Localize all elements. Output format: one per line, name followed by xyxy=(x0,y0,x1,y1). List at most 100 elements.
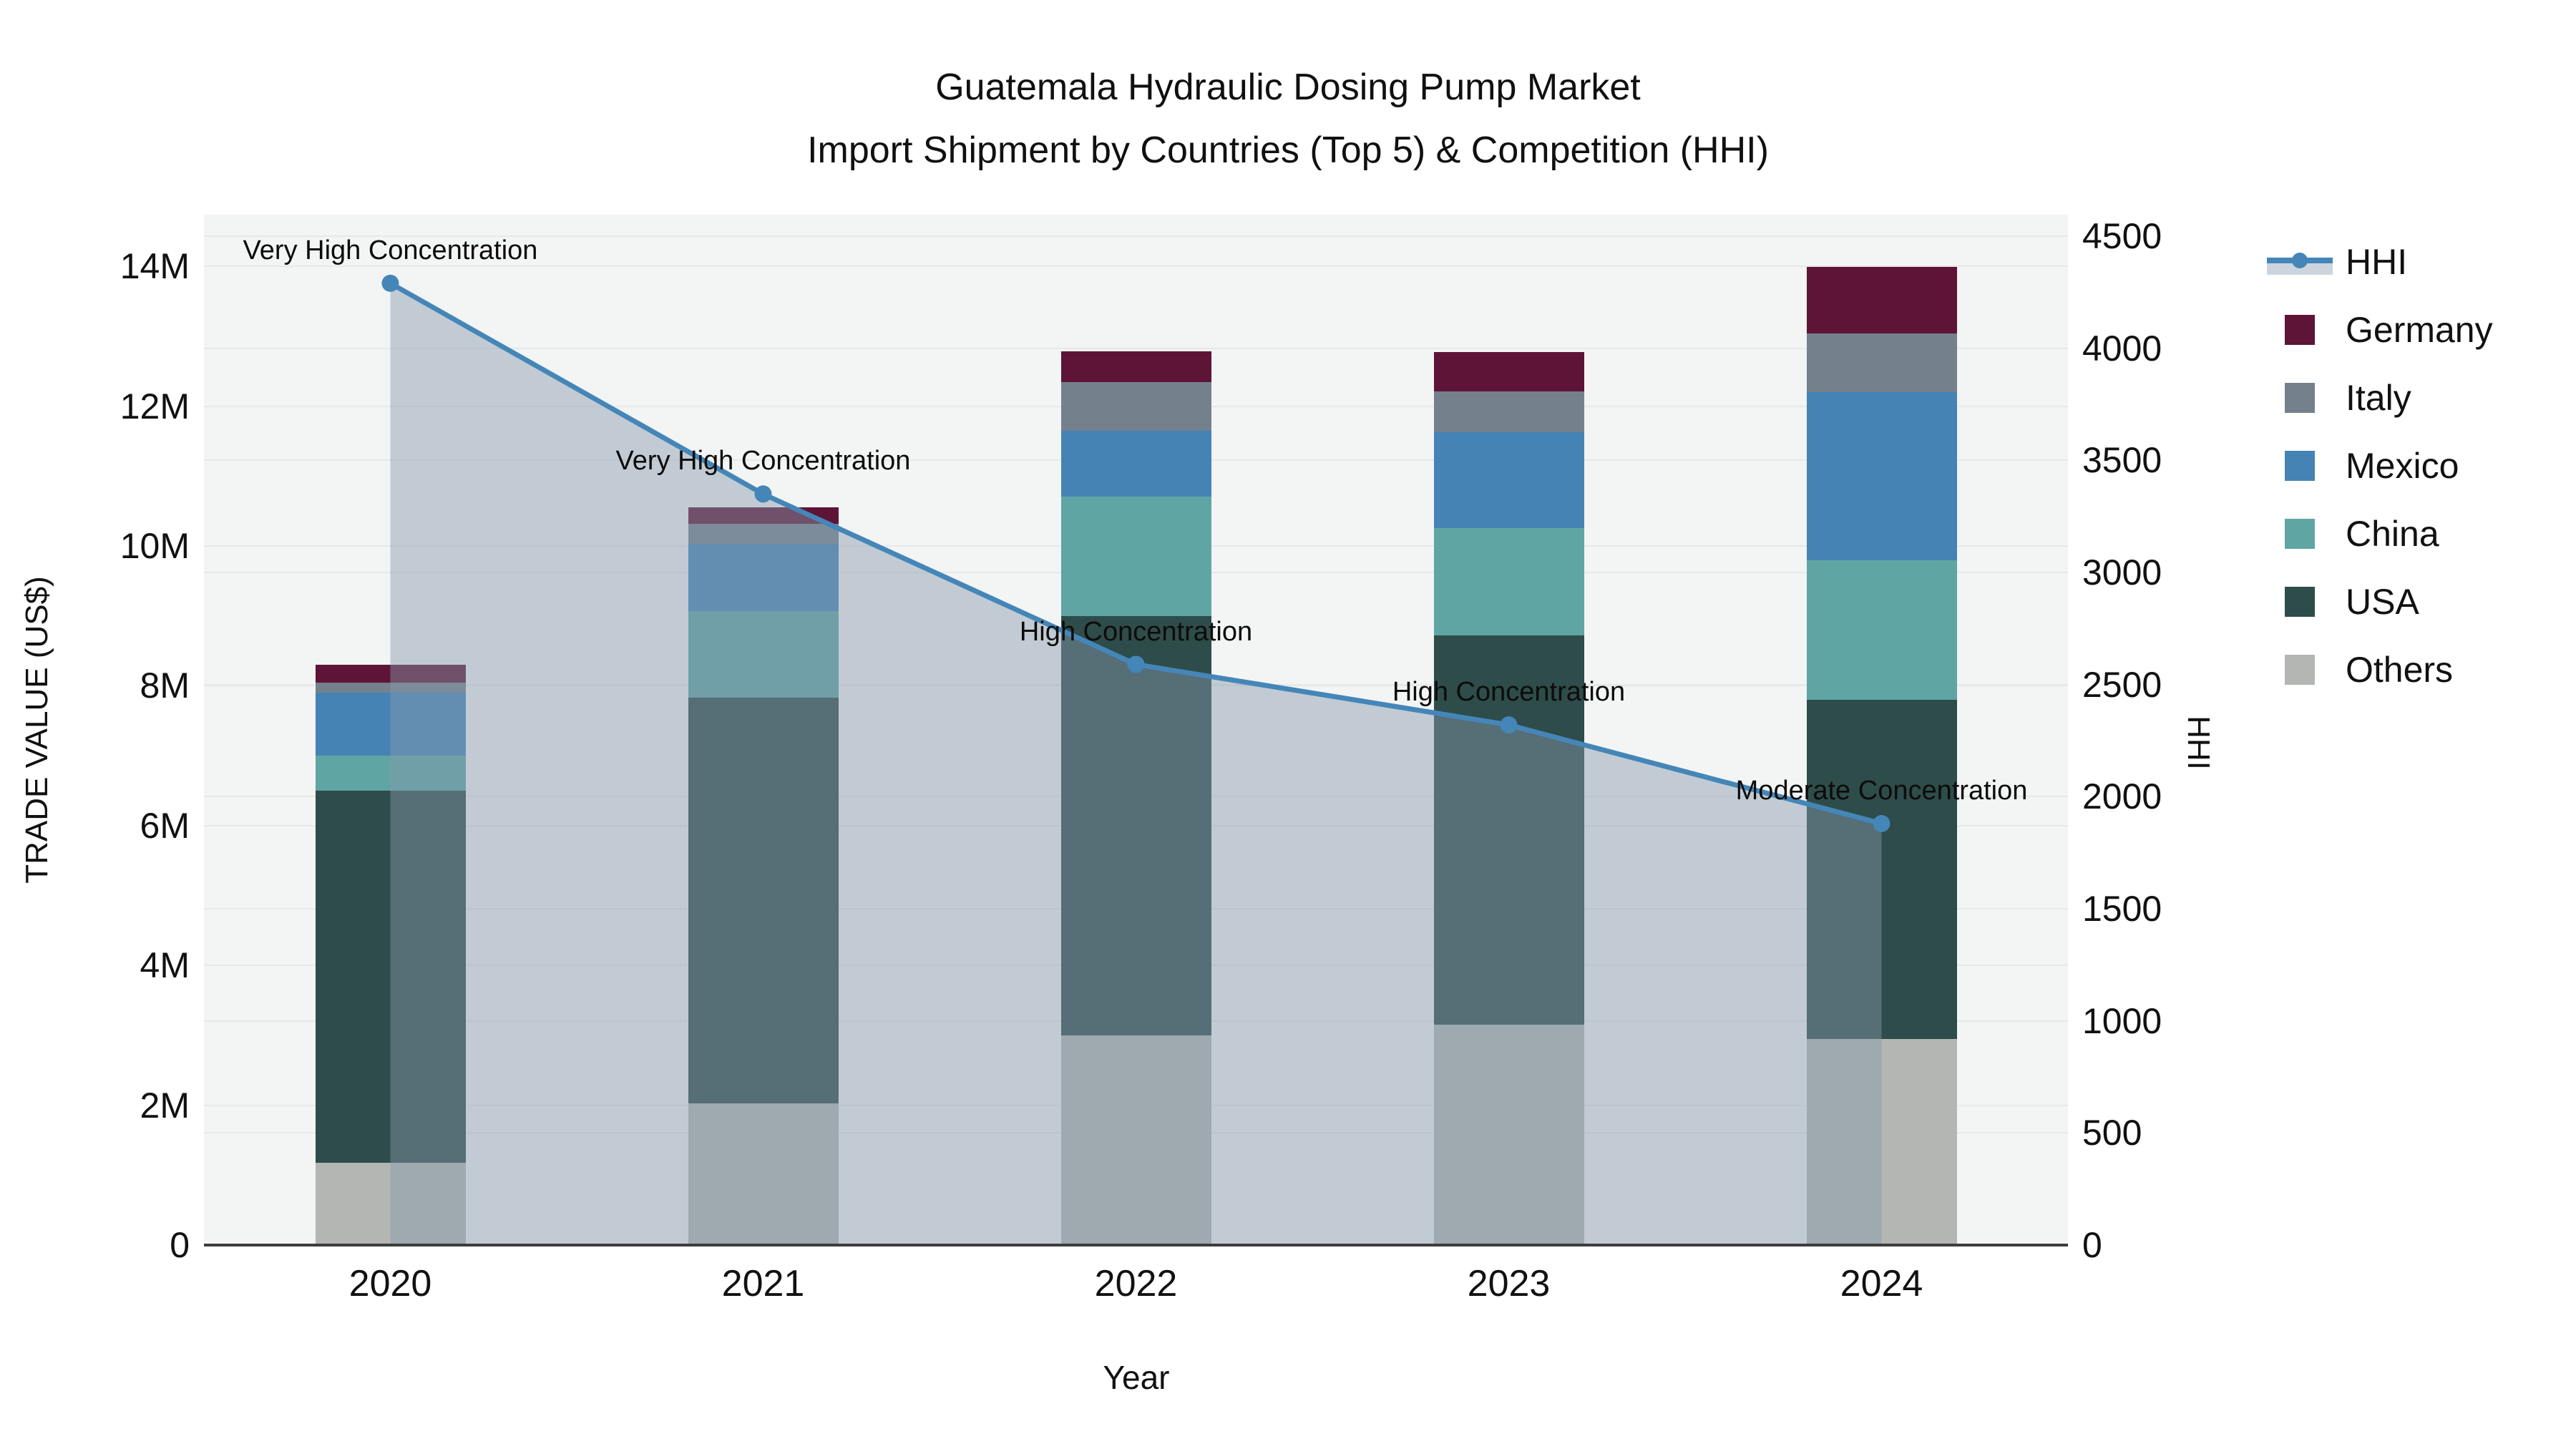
bar-2020-italy xyxy=(315,682,466,693)
bar-2021-mexico xyxy=(688,544,839,611)
legend-item-mexico[interactable]: Mexico xyxy=(2267,431,2493,499)
bar-2022-others xyxy=(1060,1035,1211,1245)
y-right-tick-3000: 3000 xyxy=(2082,552,2162,593)
legend-label-hhi: HHI xyxy=(2346,241,2408,282)
y-left-tick-0: 0 xyxy=(170,1225,190,1265)
bar-2021-usa xyxy=(688,698,839,1103)
y-right-tick-4500: 4500 xyxy=(2082,216,2162,257)
legend-swatch-italy xyxy=(2285,382,2315,413)
x-tick-2024: 2024 xyxy=(1840,1263,1923,1304)
legend-swatch-icon xyxy=(2267,382,2333,413)
plot-area: Very High Concentration Very High Concent… xyxy=(204,215,2068,1246)
legend-label-mexico: Mexico xyxy=(2346,445,2459,486)
y-left-tick-12M: 12M xyxy=(119,386,190,426)
annotation-2022: High Concentration xyxy=(1019,616,1253,647)
x-tick-2020: 2020 xyxy=(348,1263,432,1304)
bar-2021-italy xyxy=(688,523,839,545)
legend-swatch-others xyxy=(2285,654,2315,685)
gridline-right-4500 xyxy=(204,235,2068,238)
bar-2024-china xyxy=(1806,560,1957,700)
chart-title-line1: Guatemala Hydraulic Dosing Pump Market xyxy=(935,67,1641,108)
annotation-2024: Moderate Concentration xyxy=(1735,775,2028,806)
bar-2021-china xyxy=(688,610,839,698)
bar-2022-germany xyxy=(1060,351,1211,383)
legend-swatch-germany xyxy=(2285,314,2315,345)
x-axis-line xyxy=(204,1244,2068,1246)
chart-title: Guatemala Hydraulic Dosing Pump Market I… xyxy=(0,56,2576,182)
legend-swatch-icon xyxy=(2267,518,2333,549)
bar-2020-usa xyxy=(315,790,466,1163)
gridline-right-4000 xyxy=(204,347,2068,349)
bar-2021-others xyxy=(688,1103,839,1245)
hhi-legend-glyph xyxy=(2267,246,2333,278)
x-tick-2021: 2021 xyxy=(721,1263,805,1304)
annotation-2021: Very High Concentration xyxy=(615,446,911,477)
legend-swatch-usa xyxy=(2285,586,2315,617)
gridline-left-14M xyxy=(204,265,2068,268)
y-left-tick-8M: 8M xyxy=(140,665,190,706)
bar-2023-germany xyxy=(1433,352,1584,392)
legend-line-icon xyxy=(2267,246,2333,278)
legend-item-usa[interactable]: USA xyxy=(2267,567,2493,635)
y-right-tick-3500: 3500 xyxy=(2082,440,2162,481)
legend-label-china: China xyxy=(2346,513,2439,554)
legend-swatch-mexico xyxy=(2285,450,2315,481)
hhi-marker-2020 xyxy=(381,274,399,292)
chart-title-line2: Import Shipment by Countries (Top 5) & C… xyxy=(807,130,1769,171)
annotation-2020: Very High Concentration xyxy=(243,235,538,265)
legend-label-germany: Germany xyxy=(2346,309,2493,350)
legend-item-china[interactable]: China xyxy=(2267,499,2493,567)
bar-2024-mexico xyxy=(1806,392,1957,560)
y-right-tick-4000: 4000 xyxy=(2082,328,2162,369)
annotation-2023: High Concentration xyxy=(1392,677,1626,708)
bar-2022-china xyxy=(1060,496,1211,616)
legend-swatch-icon xyxy=(2267,654,2333,685)
legend-swatch-icon xyxy=(2267,314,2333,345)
y-right-tick-2000: 2000 xyxy=(2082,776,2162,817)
legend-label-others: Others xyxy=(2346,649,2454,690)
legend-item-others[interactable]: Others xyxy=(2267,635,2493,703)
bar-2022-usa xyxy=(1060,615,1211,1035)
y-left-tick-6M: 6M xyxy=(140,805,190,846)
legend-swatch-china xyxy=(2285,518,2315,549)
bar-2020-china xyxy=(315,756,466,791)
hhi-marker-swatch xyxy=(2292,252,2308,268)
legend-item-italy[interactable]: Italy xyxy=(2267,364,2493,431)
bar-2023-mexico xyxy=(1433,431,1584,528)
y-left-tick-10M: 10M xyxy=(119,526,190,567)
bar-2020-others xyxy=(315,1162,466,1245)
y-right-tick-1500: 1500 xyxy=(2082,889,2162,930)
bar-2022-italy xyxy=(1060,382,1211,431)
legend-label-usa: USA xyxy=(2346,581,2419,622)
hhi-marker-2021 xyxy=(754,485,772,503)
legend-swatch-icon xyxy=(2267,586,2333,617)
bar-2024-others xyxy=(1806,1038,1957,1245)
bar-2020-germany xyxy=(315,665,466,683)
y-right-tick-500: 500 xyxy=(2082,1113,2142,1153)
bar-2024-italy xyxy=(1806,333,1957,393)
x-tick-2022: 2022 xyxy=(1094,1263,1178,1304)
bar-2022-mexico xyxy=(1060,430,1211,497)
y-axis-left-title: TRADE VALUE (US$) xyxy=(19,576,54,884)
y-right-tick-2500: 2500 xyxy=(2082,664,2162,705)
y-right-tick-0: 0 xyxy=(2082,1225,2102,1265)
y-left-tick-14M: 14M xyxy=(119,246,190,287)
legend-swatch-icon xyxy=(2267,450,2333,481)
x-tick-2023: 2023 xyxy=(1467,1263,1551,1304)
y-left-tick-4M: 4M xyxy=(140,945,190,986)
bar-2023-china xyxy=(1433,527,1584,636)
legend-item-germany[interactable]: Germany xyxy=(2267,296,2493,364)
bar-2024-germany xyxy=(1806,267,1957,334)
bar-2023-others xyxy=(1433,1025,1584,1245)
legend: HHI Germany Italy Mexico China USA Others xyxy=(2267,228,2493,703)
y-axis-right-title: HHI xyxy=(2181,716,2216,770)
y-right-tick-1000: 1000 xyxy=(2082,1000,2162,1041)
x-axis-title: Year xyxy=(1103,1359,1170,1396)
y-left-tick-2M: 2M xyxy=(140,1085,190,1126)
bar-2023-italy xyxy=(1433,391,1584,432)
legend-item-hhi[interactable]: HHI xyxy=(2267,228,2493,296)
bar-2021-germany xyxy=(688,507,839,524)
bar-2024-usa xyxy=(1806,699,1957,1039)
bar-2020-mexico xyxy=(315,693,466,756)
legend-label-italy: Italy xyxy=(2346,377,2411,418)
